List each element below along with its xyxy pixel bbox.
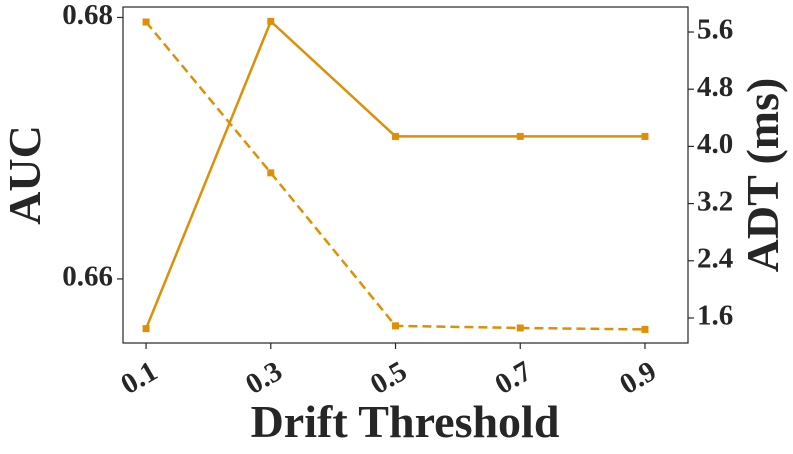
y2-tick-label: 5.6 [697, 14, 733, 46]
marker [392, 322, 400, 330]
x-tick-label: 0.9 [614, 355, 661, 401]
series-line [145, 21, 645, 331]
plot-frame [122, 6, 689, 344]
marker [641, 132, 649, 140]
x-tick-label: 0.3 [240, 355, 287, 401]
marker [641, 325, 649, 333]
marker [142, 18, 150, 26]
y2-tick-label: 4.8 [697, 71, 733, 103]
x-tick-label: 0.7 [490, 355, 537, 401]
y2-axis-label: ADT (ms) [737, 78, 788, 273]
marker [392, 132, 400, 140]
y-axis-label: AUC [0, 125, 50, 225]
x-tick-label: 0.5 [365, 355, 412, 401]
y2-tick-label: 3.2 [697, 185, 733, 217]
y2-tick-label: 4.0 [697, 128, 733, 160]
series-line [144, 19, 645, 330]
x-tick-label: 0.1 [116, 355, 163, 401]
marker [142, 325, 150, 333]
y2-tick-label: 2.4 [697, 242, 733, 274]
marker [267, 169, 275, 177]
x-axis-label: Drift Threshold [251, 396, 560, 447]
y-tick-label: 0.66 [62, 261, 113, 293]
marker [267, 17, 275, 25]
y-tick-label: 0.68 [62, 0, 113, 31]
marker [516, 132, 524, 140]
y2-tick-label: 1.6 [697, 300, 733, 332]
marker [516, 324, 524, 332]
